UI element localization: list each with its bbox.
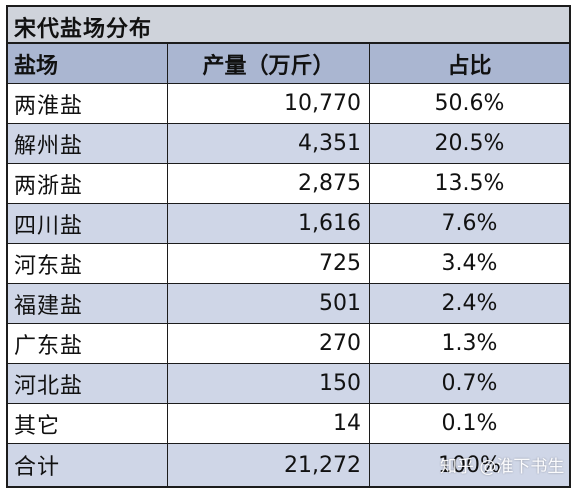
cell-share: 0.1%	[370, 404, 569, 443]
table-total-row: 合计 21,272 100%	[8, 444, 569, 486]
share-value: 1.3%	[441, 331, 498, 356]
header-output: 产量（万斤）	[168, 44, 370, 83]
header-salt-field: 盐场	[8, 44, 168, 83]
output-value: 1,616	[298, 211, 361, 236]
output-value: 14	[333, 411, 361, 436]
salt-field-name: 其它	[14, 413, 61, 439]
table-row: 其它 14 0.1%	[8, 404, 569, 444]
salt-field-name: 福建盐	[14, 293, 84, 319]
table-header-row: 盐场 产量（万斤） 占比	[8, 44, 569, 84]
header-output-label: 产量（万斤）	[202, 53, 335, 79]
output-value: 725	[319, 251, 361, 276]
cell-output: 10,770	[168, 84, 370, 123]
share-value: 0.1%	[441, 411, 498, 436]
output-value: 2,875	[298, 171, 361, 196]
table-row: 广东盐 270 1.3%	[8, 324, 569, 364]
share-value: 0.7%	[441, 371, 498, 396]
cell-share: 1.3%	[370, 324, 569, 363]
table-title: 宋代盐场分布	[14, 17, 153, 42]
table-row: 解州盐 4,351 20.5%	[8, 124, 569, 164]
share-value: 13.5%	[434, 171, 505, 196]
total-label: 合计	[14, 455, 61, 480]
header-share: 占比	[370, 44, 569, 83]
cell-share: 20.5%	[370, 124, 569, 163]
cell-salt-field: 福建盐	[8, 284, 168, 323]
header-salt-field-label: 盐场	[14, 53, 59, 79]
table-row: 四川盐 1,616 7.6%	[8, 204, 569, 244]
salt-field-name: 解州盐	[14, 133, 84, 159]
output-value: 150	[319, 371, 361, 396]
salt-field-name: 河东盐	[14, 253, 84, 279]
cell-salt-field: 解州盐	[8, 124, 168, 163]
salt-field-table: 宋代盐场分布 盐场 产量（万斤） 占比 两淮盐 10,770 50.6% 解州盐…	[6, 5, 571, 488]
salt-field-name: 两浙盐	[14, 173, 84, 199]
output-value: 4,351	[298, 131, 361, 156]
source-watermark: 知乎 @淮下书生	[440, 457, 565, 477]
table-row: 两淮盐 10,770 50.6%	[8, 84, 569, 124]
cell-output: 4,351	[168, 124, 370, 163]
table-row: 福建盐 501 2.4%	[8, 284, 569, 324]
salt-field-name: 四川盐	[14, 213, 84, 239]
cell-salt-field: 广东盐	[8, 324, 168, 363]
salt-field-name: 广东盐	[14, 333, 84, 359]
salt-field-name: 两淮盐	[14, 93, 84, 119]
cell-output: 725	[168, 244, 370, 283]
cell-output: 1,616	[168, 204, 370, 243]
cell-share: 0.7%	[370, 364, 569, 403]
salt-field-name: 河北盐	[14, 373, 84, 399]
cell-share: 2.4%	[370, 284, 569, 323]
cell-output: 150	[168, 364, 370, 403]
cell-share: 50.6%	[370, 84, 569, 123]
cell-output: 21,272	[168, 444, 370, 486]
share-value: 2.4%	[441, 291, 498, 316]
cell-share: 3.4%	[370, 244, 569, 283]
share-value: 20.5%	[434, 131, 505, 156]
cell-share: 13.5%	[370, 164, 569, 203]
cell-output: 501	[168, 284, 370, 323]
cell-salt-field: 两浙盐	[8, 164, 168, 203]
cell-salt-field: 合计	[8, 444, 168, 486]
table-row: 河东盐 725 3.4%	[8, 244, 569, 284]
cell-salt-field: 两淮盐	[8, 84, 168, 123]
share-value: 7.6%	[441, 211, 498, 236]
cell-output: 14	[168, 404, 370, 443]
cell-salt-field: 河北盐	[8, 364, 168, 403]
output-value: 10,770	[284, 91, 361, 116]
table-row: 两浙盐 2,875 13.5%	[8, 164, 569, 204]
cell-share: 100%	[370, 444, 569, 486]
cell-share: 7.6%	[370, 204, 569, 243]
total-share-value: 100%	[438, 452, 501, 478]
table-row: 河北盐 150 0.7%	[8, 364, 569, 404]
cell-salt-field: 河东盐	[8, 244, 168, 283]
output-value: 270	[319, 331, 361, 356]
cell-output: 270	[168, 324, 370, 363]
table-title-bar: 宋代盐场分布	[8, 7, 569, 44]
share-value: 50.6%	[434, 91, 505, 116]
share-value: 3.4%	[441, 251, 498, 276]
header-share-label: 占比	[447, 53, 492, 79]
cell-output: 2,875	[168, 164, 370, 203]
cell-salt-field: 四川盐	[8, 204, 168, 243]
total-output-value: 21,272	[284, 452, 361, 478]
cell-salt-field: 其它	[8, 404, 168, 443]
output-value: 501	[319, 291, 361, 316]
